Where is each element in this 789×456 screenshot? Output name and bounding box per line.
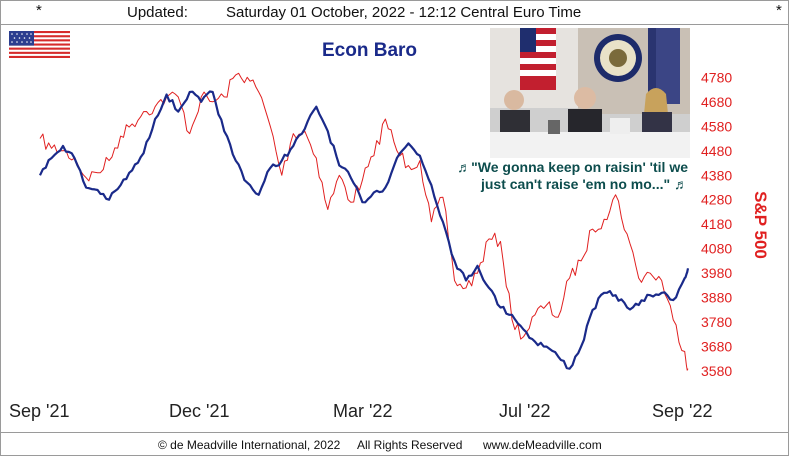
header-bar: * Updated: Saturday 01 October, 2022 - 1… bbox=[0, 0, 789, 25]
quote-line-1: ♬"We gonna keep on raisin' 'til we bbox=[457, 159, 688, 175]
x-axis-ticks: Sep '21 Dec '21 Mar '22 Jul '22 Sep '22 bbox=[9, 401, 713, 421]
y-tick-label: 4780 bbox=[701, 69, 732, 85]
right-axis-ticks: 4780 4680 4580 4480 4380 4280 4180 4080 3980 3880… bbox=[701, 69, 732, 379]
x-tick-label: Sep '21 bbox=[9, 401, 70, 421]
star-left: * bbox=[36, 2, 42, 19]
econ-baro-line bbox=[39, 90, 690, 370]
y-tick-label: 3780 bbox=[701, 314, 732, 330]
quote-line-2: just can't raise 'em no mo..." ♬ bbox=[480, 176, 688, 192]
footer-bar: © de Meadville International, 2022 All R… bbox=[0, 432, 789, 455]
y-tick-label: 4680 bbox=[701, 94, 732, 110]
y-tick-label: 3880 bbox=[701, 290, 732, 306]
footer-website[interactable]: www.deMeadville.com bbox=[483, 438, 602, 452]
series-layer bbox=[39, 72, 690, 371]
x-tick-label: Jul '22 bbox=[499, 401, 550, 421]
x-tick-label: Mar '22 bbox=[333, 401, 392, 421]
y-tick-label: 4180 bbox=[701, 216, 732, 232]
footer-rights: All Rights Reserved bbox=[357, 438, 463, 452]
star-right: * bbox=[776, 2, 782, 19]
y-tick-label: 3680 bbox=[701, 339, 732, 355]
y-tick-label: 3580 bbox=[701, 363, 732, 379]
footer-copyright: © de Meadville International, 2022 bbox=[158, 438, 341, 452]
y-tick-label: 4080 bbox=[701, 241, 732, 257]
y-tick-label: 4580 bbox=[701, 118, 732, 134]
updated-timestamp: Saturday 01 October, 2022 - 12:12 Centra… bbox=[226, 4, 582, 21]
y-tick-label: 3980 bbox=[701, 265, 732, 281]
x-tick-label: Sep '22 bbox=[652, 401, 713, 421]
us-flag-icon bbox=[9, 31, 70, 58]
chart-title: Econ Baro bbox=[322, 40, 418, 61]
y-tick-label: 4380 bbox=[701, 167, 732, 183]
y-tick-label: 4280 bbox=[701, 192, 732, 208]
quote-caption: ♬"We gonna keep on raisin' 'til we just … bbox=[448, 159, 688, 193]
y-tick-label: 4480 bbox=[701, 143, 732, 159]
sp500-line bbox=[39, 72, 689, 371]
fed-officials-photo bbox=[490, 28, 690, 158]
updated-label: Updated: bbox=[127, 4, 188, 21]
x-tick-label: Dec '21 bbox=[169, 401, 229, 421]
